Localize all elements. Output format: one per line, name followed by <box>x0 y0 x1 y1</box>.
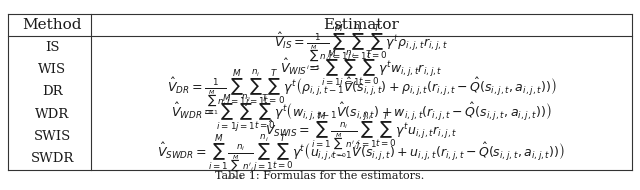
Text: IS: IS <box>45 41 60 54</box>
Text: Table 1: Formulas for the estimators.: Table 1: Formulas for the estimators. <box>216 170 424 180</box>
Text: $\hat{V}_{SWIS} = \sum_{i=1}^{M} \frac{n_i}{\sum_{i'=0}^{M} n'_i} \sum_{j=1}^{n_: $\hat{V}_{SWIS} = \sum_{i=1}^{M} \frac{n… <box>265 111 458 161</box>
Text: SWDR: SWDR <box>31 152 74 165</box>
Text: $\hat{V}_{WIS} = \sum_{i=1}^{M} \sum_{j=1}^{n_i} \sum_{t=0}^{T} \gamma^t w_{i,j,: $\hat{V}_{WIS} = \sum_{i=1}^{M} \sum_{j=… <box>280 49 443 91</box>
Text: $\hat{V}_{DR} = \frac{1}{\sum_{i=1}^{M} n_i} \sum_{i=1}^{M} \sum_{j=1}^{n_i} \su: $\hat{V}_{DR} = \frac{1}{\sum_{i=1}^{M} … <box>166 67 556 117</box>
Text: Method: Method <box>22 18 82 32</box>
Text: $\hat{V}_{SWDR} = \sum_{i=1}^{M} \frac{n_i}{\sum_{i'=1}^{M} n'_i} \sum_{j=1}^{n_: $\hat{V}_{SWDR} = \sum_{i=1}^{M} \frac{n… <box>157 133 565 184</box>
Text: $\hat{V}_{IS} = \frac{1}{\sum_{i=1}^{M} n_i} \sum_{i=1}^{M} \sum_{j=1}^{n_i} \su: $\hat{V}_{IS} = \frac{1}{\sum_{i=1}^{M} … <box>275 23 449 72</box>
Text: $\hat{V}_{WDR} = \sum_{i=1}^{M} \sum_{j=1}^{n_i} \sum_{t=0}^{T} \gamma^t \left( : $\hat{V}_{WDR} = \sum_{i=1}^{M} \sum_{j=… <box>171 93 552 135</box>
Text: WDR: WDR <box>35 108 70 121</box>
Text: SWIS: SWIS <box>34 130 71 143</box>
Text: WIS: WIS <box>38 63 67 76</box>
Text: Estimator: Estimator <box>323 18 399 32</box>
Text: DR: DR <box>42 85 63 98</box>
